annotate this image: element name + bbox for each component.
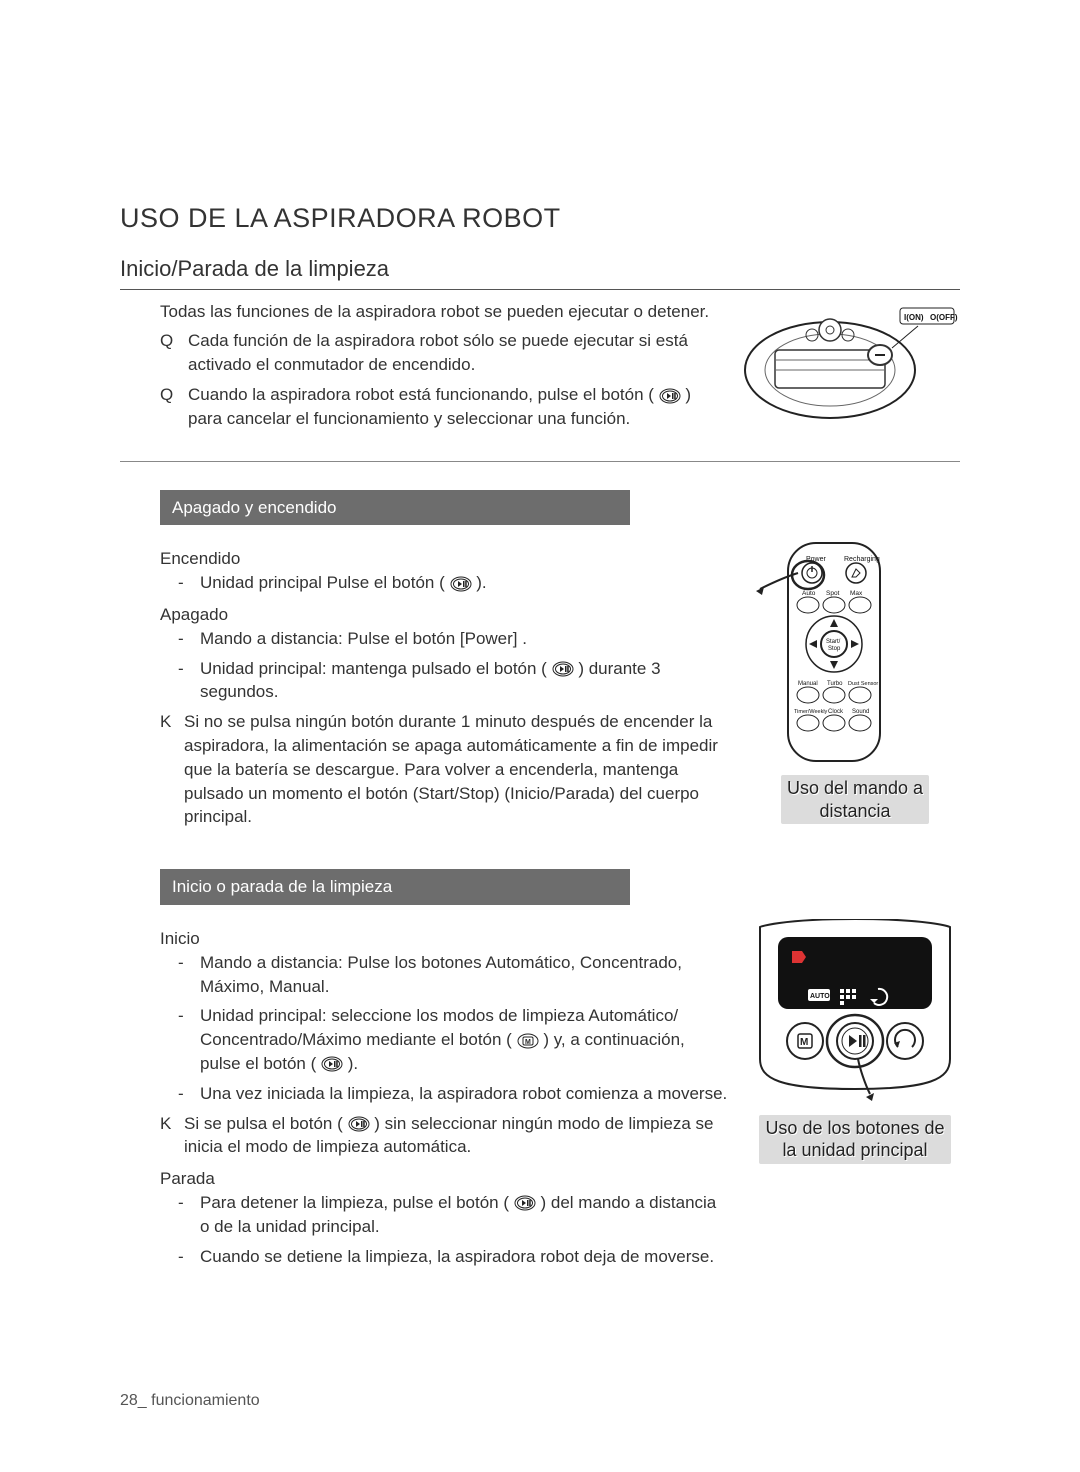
panel-auto-label: AUTO — [810, 993, 830, 1000]
text-fragment: Una vez iniciada la limpieza, la aspirad… — [200, 1082, 730, 1106]
dash-marker: - — [178, 1245, 190, 1269]
play-pause-icon — [348, 1116, 370, 1132]
page-subtitle: Inicio/Parada de la limpieza — [120, 254, 960, 290]
parada-label: Parada — [160, 1167, 730, 1191]
text-fragment: Si se pulsa el botón ( — [184, 1114, 343, 1133]
svg-text:Start/: Start/ — [826, 639, 841, 645]
page-footer: 28_ funcionamiento — [120, 1390, 260, 1412]
list-item: - Unidad principal: seleccione los modos… — [178, 1004, 730, 1075]
dash-marker: - — [178, 1004, 190, 1075]
remote-auto-label: Auto — [802, 590, 816, 597]
list-item: - Una vez iniciada la limpieza, la aspir… — [178, 1082, 730, 1106]
remote-clock-label: Clock — [828, 709, 844, 715]
note-marker: K — [160, 1112, 174, 1160]
play-pause-icon — [450, 576, 472, 592]
list-item: - Mando a distancia: Pulse el botón [Pow… — [178, 627, 730, 651]
intro-q1-text: Cada función de la aspiradora robot sólo… — [188, 329, 716, 377]
switch-off-label: O(OFF) — [930, 313, 958, 322]
startstop-block-text: Inicio - Mando a distancia: Pulse los bo… — [160, 919, 730, 1274]
note-text: Si no se pulsa ningún botón durante 1 mi… — [184, 710, 730, 829]
bullet-marker: Q — [160, 383, 178, 431]
bullet-marker: Q — [160, 329, 178, 377]
note: K Si se pulsa el botón ( ) sin seleccion… — [160, 1112, 730, 1160]
remote-timer-label: Timer/Weekly — [794, 709, 828, 715]
intro-q2: Q Cuando la aspiradora robot está funcio… — [160, 383, 716, 431]
list-item: - Cuando se detiene la limpieza, la aspi… — [178, 1245, 730, 1269]
text-fragment: Unidad principal: mantenga pulsado el bo… — [200, 659, 547, 678]
intro-lead: Todas las funciones de la aspiradora rob… — [160, 300, 716, 324]
remote-recharging-label: Recharging — [844, 556, 880, 563]
caption-line: Uso de los botones de — [765, 1118, 944, 1138]
intro-block: Todas las funciones de la aspiradora rob… — [120, 300, 960, 431]
startstop-block: Inicio o parada de la limpieza Inicio - … — [120, 869, 960, 1274]
svg-text:M: M — [525, 1039, 531, 1046]
list-item: - Unidad principal Pulse el botón ( ). — [178, 571, 730, 595]
text-fragment: Mando a distancia: Pulse los botones Aut… — [200, 951, 730, 999]
caption-line: Uso del mando a — [787, 778, 923, 798]
page-title: USO DE LA ASPIRADORA ROBOT — [120, 200, 960, 238]
text-fragment: Unidad principal Pulse el botón ( — [200, 573, 445, 592]
dash-marker: - — [178, 1082, 190, 1106]
text-fragment: Para detener la limpieza, pulse el botón… — [200, 1193, 509, 1212]
intro-q2-before: Cuando la aspiradora robot está funciona… — [188, 385, 654, 404]
dash-marker: - — [178, 571, 190, 595]
remote-turbo-label: Turbo — [827, 681, 843, 687]
text-fragment: Cuando se detiene la limpieza, la aspira… — [200, 1245, 730, 1269]
remote-manual-label: Manual — [798, 681, 818, 687]
caption-line: la unidad principal — [782, 1140, 927, 1160]
note-marker: K — [160, 710, 174, 829]
text-fragment: ). — [476, 573, 486, 592]
remote-spot-label: Spot — [826, 590, 840, 597]
note: K Si no se pulsa ningún botón durante 1 … — [160, 710, 730, 829]
page-number: 28 — [120, 1392, 138, 1409]
dash-marker: - — [178, 657, 190, 705]
intro-q2-text: Cuando la aspiradora robot está funciona… — [188, 383, 716, 431]
power-block-text: Encendido - Unidad principal Pulse el bo… — [160, 539, 730, 829]
play-pause-icon — [514, 1195, 536, 1211]
apagado-label: Apagado — [160, 603, 730, 627]
power-block: Apagado y encendido Encendido - Unidad p… — [120, 490, 960, 830]
startstop-block-header: Inicio o parada de la limpieza — [160, 869, 630, 905]
robot-top-illustration: I(ON) O(OFF) — [740, 300, 960, 420]
list-item: - Unidad principal: mantenga pulsado el … — [178, 657, 730, 705]
caption-line: distancia — [819, 801, 890, 821]
list-item: - Mando a distancia: Pulse los botones A… — [178, 951, 730, 999]
dash-marker: - — [178, 1191, 190, 1239]
dash-marker: - — [178, 627, 190, 651]
encendido-label: Encendido — [160, 547, 730, 571]
footer-sep: _ — [138, 1392, 147, 1409]
inicio-label: Inicio — [160, 927, 730, 951]
panel-caption: Uso de los botones de la unidad principa… — [759, 1115, 950, 1164]
list-item: - Para detener la limpieza, pulse el bot… — [178, 1191, 730, 1239]
svg-text:M: M — [800, 1037, 808, 1048]
play-pause-icon — [659, 388, 681, 404]
remote-max-label: Max — [850, 590, 863, 597]
play-pause-icon — [321, 1056, 343, 1072]
power-block-header: Apagado y encendido — [160, 490, 630, 526]
text-fragment: Mando a distancia: Pulse el botón [Power… — [200, 627, 730, 651]
footer-section: funcionamiento — [151, 1392, 260, 1409]
remote-caption: Uso del mando a distancia — [781, 775, 929, 824]
play-pause-icon — [552, 661, 574, 677]
svg-text:Stop: Stop — [828, 646, 841, 652]
divider — [120, 461, 960, 462]
panel-illustration: AUTO M — [750, 919, 960, 1274]
switch-on-label: I(ON) — [904, 313, 924, 322]
intro-text: Todas las funciones de la aspiradora rob… — [160, 300, 716, 431]
intro-q1: Q Cada función de la aspiradora robot só… — [160, 329, 716, 377]
dash-marker: - — [178, 951, 190, 999]
text-fragment: ). — [348, 1054, 358, 1073]
remote-illustration: Power Recharging Auto Spot Max Start/ St… — [750, 539, 960, 829]
remote-dust-label: Dust Sensor — [848, 681, 878, 687]
mode-button-icon: M — [517, 1033, 539, 1049]
remote-sound-label: Sound — [852, 709, 869, 715]
